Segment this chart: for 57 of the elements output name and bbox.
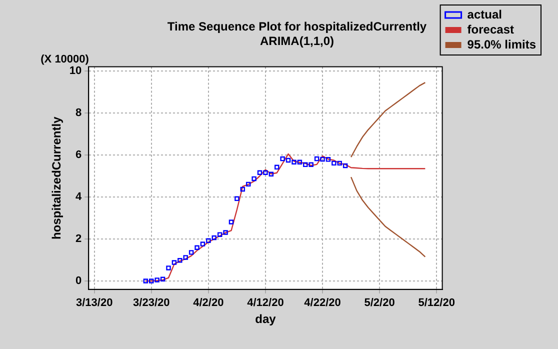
point xyxy=(166,266,171,270)
x-tick-label: 5/2/20 xyxy=(364,297,395,310)
point xyxy=(240,186,246,192)
legend-label: 95.0% limits xyxy=(467,37,536,52)
point xyxy=(326,157,331,162)
x-tick-label: 4/2/20 xyxy=(193,297,224,310)
legend-label: forecast xyxy=(467,22,514,36)
x-tick-label: 4/12/20 xyxy=(247,297,284,310)
point xyxy=(320,156,325,162)
legend-label: actual xyxy=(467,7,502,22)
point xyxy=(217,232,222,237)
y-axis-title: hospitalizedCurrently xyxy=(50,116,64,240)
point xyxy=(303,162,308,168)
point xyxy=(234,196,240,202)
y-tick-label: 10 xyxy=(69,65,82,78)
point xyxy=(314,156,320,162)
point xyxy=(292,160,296,165)
point xyxy=(297,160,302,165)
y-tick-label: 4 xyxy=(76,191,83,204)
point xyxy=(252,176,256,182)
point xyxy=(268,172,274,176)
y-tick-label: 0 xyxy=(76,275,82,288)
text: (X 10000) xyxy=(40,53,90,66)
point xyxy=(160,276,166,282)
x-axis-title: day xyxy=(255,312,276,326)
point xyxy=(337,160,342,166)
point xyxy=(154,278,160,282)
chart-title: Time Sequence Plot for hospitalizedCurrently xyxy=(167,20,427,34)
point xyxy=(228,220,234,224)
y-tick-label: 6 xyxy=(76,149,82,162)
point xyxy=(286,158,291,163)
point xyxy=(143,278,148,284)
x-tick-label: 3/13/20 xyxy=(76,297,113,310)
point xyxy=(172,260,177,265)
point xyxy=(178,258,182,263)
point xyxy=(308,162,314,168)
point xyxy=(194,245,200,250)
x-tick-label: 4/22/20 xyxy=(304,297,341,310)
x-tick-label: 5/12/20 xyxy=(418,297,455,310)
x-tick-label: 3/23/20 xyxy=(133,297,170,310)
y-tick-label: 2 xyxy=(76,233,82,246)
point xyxy=(257,170,262,176)
point xyxy=(274,164,280,170)
point xyxy=(342,163,348,168)
point xyxy=(206,238,211,244)
point xyxy=(280,156,285,162)
point xyxy=(332,160,336,166)
point xyxy=(200,242,206,246)
chart-subtitle: ARIMA(1,1,0) xyxy=(260,34,334,48)
point xyxy=(263,170,268,176)
point xyxy=(212,235,216,240)
point xyxy=(246,182,251,187)
point xyxy=(149,278,154,284)
point xyxy=(223,230,228,235)
point xyxy=(188,250,194,255)
point xyxy=(183,255,188,260)
y-tick-label: 8 xyxy=(76,107,82,120)
